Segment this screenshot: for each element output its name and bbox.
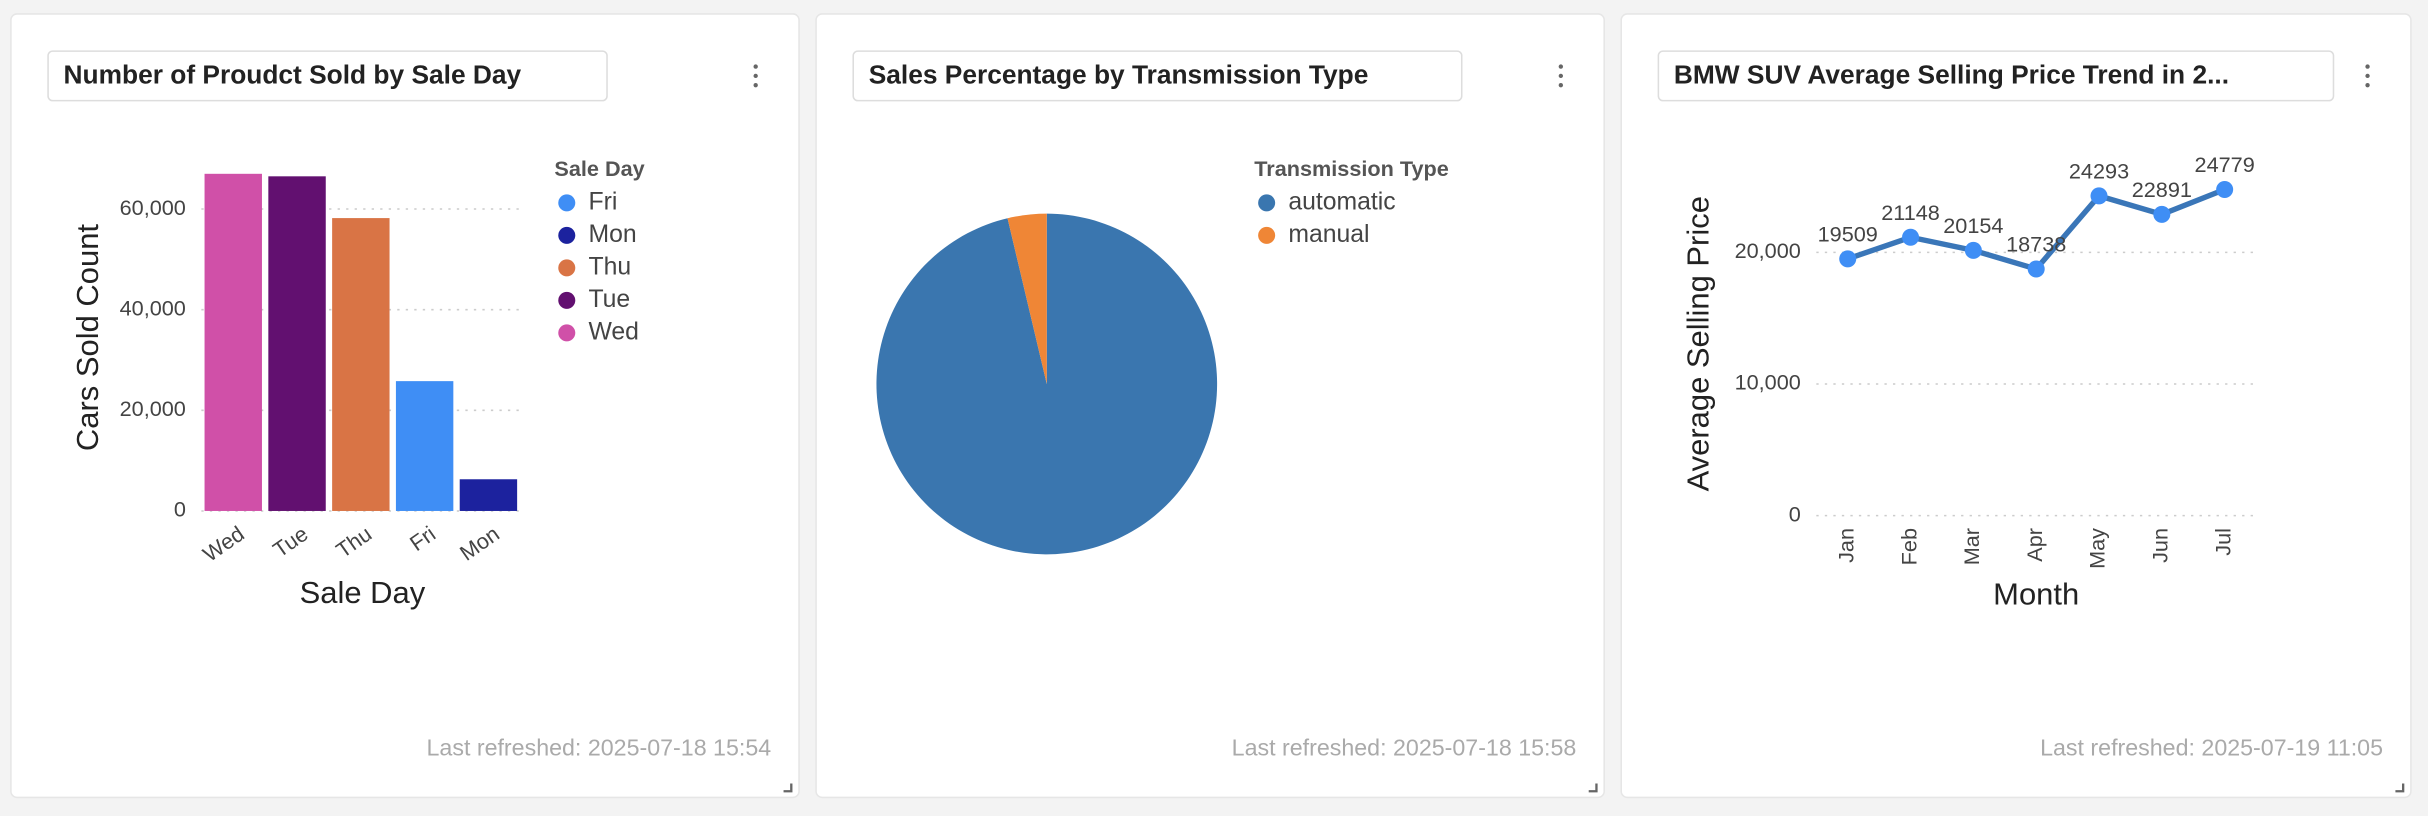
y-tick-label: 20,000: [1735, 238, 1801, 263]
value-label: 22891: [2132, 177, 2192, 202]
point: [1964, 241, 1982, 259]
legend-label: manual: [1288, 221, 1369, 248]
card-title: Sales Percentage by Transmission Type: [869, 60, 1369, 90]
y-tick-label: 40,000: [120, 295, 186, 320]
menu-dot: [753, 82, 758, 88]
menu-dot: [1558, 82, 1564, 88]
legend-label: Wed: [588, 318, 638, 345]
legend-label: Fri: [588, 188, 617, 215]
x-tick-label: Apr: [2022, 528, 2047, 562]
y-tick-label: 0: [174, 497, 186, 522]
pie-slice: [876, 213, 1218, 555]
legend-marker: [558, 259, 576, 277]
value-label: 20154: [1943, 213, 2003, 238]
legend-marker: [558, 324, 576, 342]
legend-marker: [1258, 226, 1276, 244]
legend-title: Sale Day: [554, 156, 644, 181]
menu-dot: [1558, 64, 1564, 69]
last-refreshed: Last refreshed: 2025-07-18 15:54: [427, 735, 772, 761]
x-axis-label: Month: [1993, 576, 2079, 611]
y-tick-label: 60,000: [120, 195, 186, 220]
menu-button[interactable]: [1558, 64, 1564, 88]
resize-handle: [2395, 783, 2405, 793]
value-label: 24293: [2069, 158, 2129, 183]
value-label: 24779: [2195, 152, 2255, 177]
legend-marker: [558, 291, 576, 309]
x-tick-label: May: [2085, 528, 2110, 569]
last-refreshed: Last refreshed: 2025-07-19 11:05: [2040, 735, 2383, 761]
resize-handle: [783, 783, 793, 793]
y-axis-label: Average Selling Price: [1680, 196, 1715, 491]
title-box: [47, 50, 608, 102]
y-tick-label: 10,000: [1735, 370, 1801, 395]
y-tick-label: 20,000: [120, 396, 186, 421]
legend-marker: [1258, 194, 1276, 212]
y-tick-label: 0: [1789, 501, 1801, 526]
legend-label: Mon: [588, 221, 636, 248]
card-title: BMW SUV Average Selling Price Trend in 2…: [1674, 60, 2229, 90]
last-refreshed: Last refreshed: 2025-07-18 15:58: [1232, 735, 1577, 761]
menu-dot: [753, 64, 758, 69]
x-tick-label: Feb: [1896, 528, 1921, 565]
menu-dot: [1558, 73, 1564, 79]
y-axis-label: Cars Sold Count: [70, 224, 105, 452]
x-tick-label: Jan: [1833, 528, 1858, 563]
bar: [204, 173, 262, 511]
pie-slice: [1007, 213, 1047, 384]
point: [2216, 180, 2234, 199]
point: [2153, 205, 2171, 223]
legend-label: automatic: [1288, 188, 1395, 215]
resize-handle: [1588, 783, 1598, 793]
bar: [332, 218, 390, 511]
x-axis-label: Sale Day: [300, 575, 426, 610]
menu-dot: [753, 73, 758, 79]
value-label: 18738: [2006, 231, 2066, 256]
legend-marker: [558, 226, 576, 244]
bar: [395, 381, 454, 511]
point: [2027, 260, 2045, 278]
value-label: 21148: [1881, 200, 1940, 225]
menu-dot: [2365, 73, 2370, 79]
legend-label: Thu: [588, 253, 631, 280]
menu-dot: [2365, 64, 2370, 69]
menu-button[interactable]: [2365, 64, 2370, 88]
value-label: 19509: [1818, 221, 1878, 246]
bar: [459, 479, 518, 511]
legend-label: Tue: [588, 286, 630, 313]
bar: [268, 176, 326, 511]
legend-marker: [558, 194, 576, 212]
legend-title: Transmission Type: [1254, 156, 1449, 181]
menu-dot: [2365, 82, 2370, 88]
x-tick-label: Jun: [2148, 528, 2173, 563]
point: [1902, 228, 1920, 246]
point: [2090, 187, 2108, 205]
title-box: [852, 50, 1463, 102]
x-tick-label: Jul: [2210, 528, 2235, 556]
point: [1839, 250, 1857, 268]
x-tick-label: Mar: [1959, 528, 1984, 565]
card: [1620, 13, 2412, 799]
menu-button[interactable]: [753, 64, 758, 88]
card-title: Number of Proudct Sold by Sale Day: [64, 60, 522, 90]
title-box: [1657, 50, 2335, 102]
